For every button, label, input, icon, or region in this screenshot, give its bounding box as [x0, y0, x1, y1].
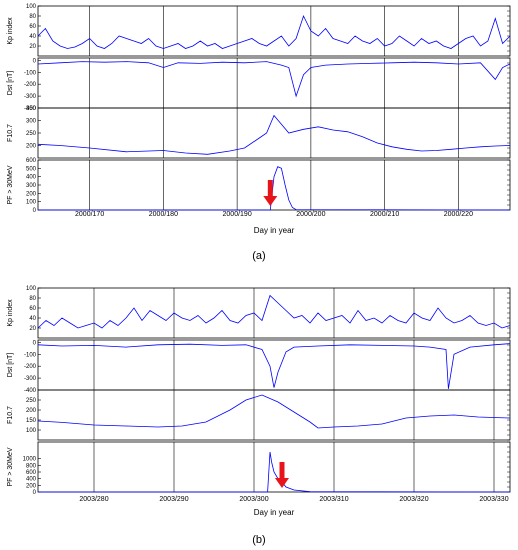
y-tick-label-4: -300: [24, 376, 37, 382]
series-line: [38, 166, 511, 211]
y-tick-label-5: -400: [24, 106, 37, 112]
plot-frame: [37, 5, 511, 57]
x-tick-label-3: 2000/190: [223, 211, 252, 218]
panel-label-a: (a): [252, 250, 265, 262]
x-tick-label-2: 2000/180: [149, 211, 178, 218]
subplot-3: F10.7 200 250 300 350: [7, 106, 511, 159]
x-tick-label-6: 2000/220: [444, 211, 473, 218]
y-tick-label-4: 300: [26, 183, 37, 189]
x-tick-label-4: 2003/310: [319, 496, 348, 503]
y-axis-label: F10.7: [7, 406, 14, 424]
y-tick-label-1: 0: [33, 208, 37, 214]
y-tick-label-2: 40: [29, 34, 36, 40]
plot-frame: [37, 287, 511, 339]
panel-a: Kp index 20 40 60 80 100 Dst [nT] 0 -100 -200 -300…: [7, 4, 511, 235]
y-axis-label: PF > 30MeV: [7, 165, 14, 204]
plot-frame: [37, 339, 511, 391]
series-line: [37, 294, 511, 329]
y-tick-label-2: 150: [26, 418, 37, 424]
y-tick-label-5: -400: [24, 388, 37, 394]
y-tick-label-1: 0: [33, 340, 37, 346]
y-tick-label-5: 100: [26, 4, 37, 10]
x-tick-label-5: 2003/320: [399, 496, 428, 503]
y-tick-label-1: 0: [33, 490, 37, 496]
y-tick-label-4: 250: [26, 398, 37, 404]
x-tick-label-1: 2000/170: [75, 211, 104, 218]
x-axis-label: Day in year: [254, 508, 295, 517]
y-tick-label-3: 400: [26, 477, 37, 483]
y-tick-label-3: -200: [24, 82, 37, 88]
y-tick-label-1: 20: [29, 44, 36, 50]
y-tick-label-5: 800: [26, 463, 37, 469]
series-line: [37, 114, 511, 155]
y-tick-label-6: 500: [26, 166, 37, 172]
y-tick-label-4: 600: [26, 470, 37, 476]
y-tick-label-4: -300: [24, 94, 37, 100]
y-axis-label: Kp index: [7, 299, 14, 327]
y-tick-label-4: 80: [29, 296, 36, 302]
event-arrow-shaft: [267, 180, 273, 196]
y-axis-label: F10.7: [7, 124, 14, 142]
series-line: [37, 61, 511, 98]
y-tick-label-3: 60: [29, 24, 36, 30]
event-arrow-head: [263, 196, 278, 206]
subplot-1: Kp index 20 40 60 80 100: [7, 286, 511, 339]
plot-frame: [37, 389, 511, 441]
series-line: [37, 343, 511, 389]
subplot-2: Dst [nT] 0 -100 -200 -300 -400: [7, 57, 511, 112]
y-axis-label: PF > 30MeV: [7, 447, 14, 486]
y-tick-label-1: 200: [26, 144, 37, 150]
y-tick-label-3: 200: [26, 408, 37, 414]
y-tick-label-5: 100: [26, 286, 37, 292]
y-axis-label: Dst [nT]: [7, 71, 14, 96]
subplot-2: Dst [nT] 0 -100 -200 -300 -400: [7, 339, 511, 394]
y-tick-label-1: 20: [29, 326, 36, 332]
y-tick-label-3: 60: [29, 306, 36, 312]
series-line: [38, 451, 511, 493]
plot-frame: [37, 441, 511, 493]
panel-label-b: (b): [252, 534, 265, 546]
event-arrow-shaft: [279, 462, 285, 478]
y-tick-label-5: 400: [26, 175, 37, 181]
y-tick-label-6: 1000: [23, 457, 37, 463]
y-axis-label: Dst [nT]: [7, 353, 14, 378]
x-axis-label: Day in year: [254, 226, 295, 235]
plot-frame: [37, 159, 511, 211]
y-tick-label-2: 40: [29, 316, 36, 322]
y-tick-label-7: 600: [26, 158, 37, 164]
plot-frame: [37, 57, 511, 109]
y-tick-label-3: 200: [26, 191, 37, 197]
x-tick-label-3: 2003/300: [239, 496, 268, 503]
x-tick-label-6: 2003/330: [479, 496, 508, 503]
y-tick-label-4: 80: [29, 14, 36, 20]
y-axis-label: Kp index: [7, 17, 14, 45]
y-tick-label-2: 100: [26, 200, 37, 206]
x-tick-label-5: 2000/210: [370, 211, 399, 218]
y-tick-label-3: -200: [24, 364, 37, 370]
y-tick-label-4: 350: [26, 106, 37, 112]
event-arrow-head: [275, 478, 289, 488]
y-tick-label-2: -100: [24, 70, 37, 76]
y-tick-label-2: 200: [26, 483, 37, 489]
subplot-1: Kp index 20 40 60 80 100: [7, 4, 511, 57]
y-tick-label-2: -100: [24, 352, 37, 358]
y-tick-label-1: 0: [33, 58, 37, 64]
series-line: [37, 14, 511, 49]
subplot-3: F10.7 100 150 200 250: [7, 389, 511, 441]
y-tick-label-3: 300: [26, 119, 37, 125]
x-tick-label-1: 2003/280: [79, 496, 108, 503]
series-line: [37, 394, 511, 429]
y-tick-label-2: 250: [26, 131, 37, 137]
x-tick-label-2: 2003/290: [159, 496, 188, 503]
x-tick-label-4: 2000/200: [296, 211, 325, 218]
subplot-4: PF > 30MeV 0 100 200 300 400 500 600: [7, 158, 511, 214]
y-tick-label-1: 100: [26, 428, 37, 434]
panel-b: Kp index 20 40 60 80 100 Dst [nT] 0 -100 -200 -300…: [7, 286, 511, 517]
